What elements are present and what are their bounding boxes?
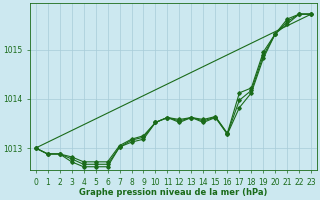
X-axis label: Graphe pression niveau de la mer (hPa): Graphe pression niveau de la mer (hPa) [79,188,268,197]
